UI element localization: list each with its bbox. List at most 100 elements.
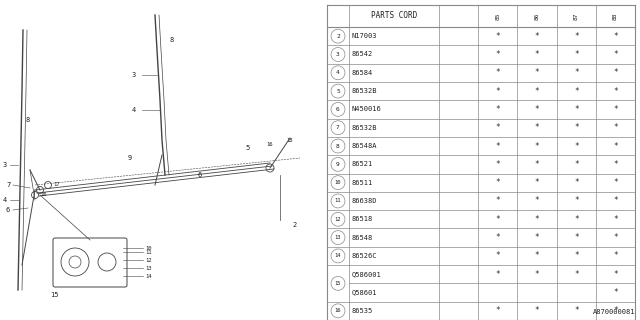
Text: Q586001: Q586001 — [352, 271, 381, 277]
Text: 7: 7 — [336, 125, 340, 130]
Text: 10: 10 — [335, 180, 341, 185]
Text: 2: 2 — [293, 222, 297, 228]
Text: *: * — [534, 50, 540, 59]
Text: 13: 13 — [145, 266, 152, 270]
Text: 3: 3 — [336, 52, 340, 57]
Text: *: * — [534, 32, 540, 41]
Text: *: * — [613, 233, 618, 242]
Text: *: * — [495, 270, 500, 279]
Text: 18: 18 — [287, 138, 293, 142]
Text: N17003: N17003 — [352, 33, 378, 39]
Text: *: * — [534, 141, 540, 150]
Text: 86532B: 86532B — [352, 88, 378, 94]
Text: *: * — [574, 160, 579, 169]
Text: 9: 9 — [128, 155, 132, 161]
Text: 3: 3 — [132, 72, 136, 78]
Text: 10: 10 — [145, 245, 152, 251]
Text: *: * — [495, 123, 500, 132]
Text: *: * — [534, 68, 540, 77]
Text: *: * — [534, 87, 540, 96]
Text: *: * — [613, 160, 618, 169]
Text: *: * — [495, 252, 500, 260]
Text: *: * — [574, 252, 579, 260]
Text: 17: 17 — [53, 182, 60, 188]
Text: *: * — [495, 233, 500, 242]
Text: *: * — [613, 141, 618, 150]
Text: 86518: 86518 — [352, 216, 373, 222]
Text: *: * — [495, 32, 500, 41]
Text: *: * — [495, 178, 500, 187]
Text: *: * — [534, 160, 540, 169]
Text: *: * — [613, 306, 618, 315]
Text: *: * — [574, 105, 579, 114]
Text: 8: 8 — [170, 37, 174, 43]
Text: *: * — [613, 123, 618, 132]
Text: *: * — [574, 141, 579, 150]
Text: 86521: 86521 — [352, 161, 373, 167]
Text: *: * — [613, 288, 618, 297]
Text: 9: 9 — [336, 162, 340, 167]
Text: 13: 13 — [335, 235, 341, 240]
Text: 4: 4 — [132, 107, 136, 113]
Text: 86535: 86535 — [352, 308, 373, 314]
Text: 86526C: 86526C — [352, 253, 378, 259]
Text: 12: 12 — [335, 217, 341, 222]
Text: 11: 11 — [145, 250, 152, 254]
Text: N450016: N450016 — [352, 107, 381, 112]
Text: *: * — [613, 68, 618, 77]
Text: *: * — [534, 105, 540, 114]
Text: *: * — [495, 141, 500, 150]
Text: *: * — [574, 123, 579, 132]
Text: *: * — [574, 50, 579, 59]
Text: 2: 2 — [336, 34, 340, 39]
Text: *: * — [613, 50, 618, 59]
Text: 88: 88 — [613, 12, 618, 20]
Text: 86638D: 86638D — [352, 198, 378, 204]
Text: *: * — [534, 196, 540, 205]
Text: 16: 16 — [335, 308, 341, 313]
Text: *: * — [495, 105, 500, 114]
Text: 6: 6 — [336, 107, 340, 112]
Text: 15: 15 — [335, 281, 341, 286]
Text: 86532B: 86532B — [352, 125, 378, 131]
Text: *: * — [534, 178, 540, 187]
Text: 11: 11 — [335, 198, 341, 204]
Text: *: * — [534, 233, 540, 242]
Text: 3: 3 — [3, 162, 7, 168]
Text: 14: 14 — [145, 274, 152, 278]
Text: *: * — [613, 252, 618, 260]
Text: PARTS CORD: PARTS CORD — [371, 12, 417, 20]
Text: *: * — [613, 32, 618, 41]
Text: *: * — [534, 252, 540, 260]
Text: *: * — [495, 87, 500, 96]
Text: *: * — [613, 196, 618, 205]
Text: *: * — [613, 178, 618, 187]
Text: *: * — [574, 87, 579, 96]
Text: 86548A: 86548A — [352, 143, 378, 149]
Text: 16: 16 — [267, 142, 273, 148]
Text: *: * — [574, 233, 579, 242]
Text: *: * — [613, 215, 618, 224]
Text: *: * — [613, 87, 618, 96]
Text: *: * — [574, 32, 579, 41]
Text: *: * — [534, 306, 540, 315]
Text: 6: 6 — [198, 172, 202, 178]
Text: A870000081: A870000081 — [593, 309, 635, 315]
Text: 8: 8 — [26, 117, 30, 123]
Text: *: * — [574, 306, 579, 315]
Text: 8: 8 — [336, 144, 340, 148]
Text: 86542: 86542 — [352, 52, 373, 58]
Text: *: * — [574, 68, 579, 77]
Text: *: * — [495, 160, 500, 169]
Text: *: * — [574, 270, 579, 279]
Text: *: * — [613, 105, 618, 114]
Text: *: * — [495, 50, 500, 59]
Text: 14: 14 — [335, 253, 341, 259]
Text: 87: 87 — [573, 12, 579, 20]
Text: *: * — [534, 215, 540, 224]
Text: 5: 5 — [336, 89, 340, 93]
Text: 86548: 86548 — [352, 235, 373, 241]
Text: 15: 15 — [50, 292, 58, 298]
Text: *: * — [613, 270, 618, 279]
Text: *: * — [495, 215, 500, 224]
